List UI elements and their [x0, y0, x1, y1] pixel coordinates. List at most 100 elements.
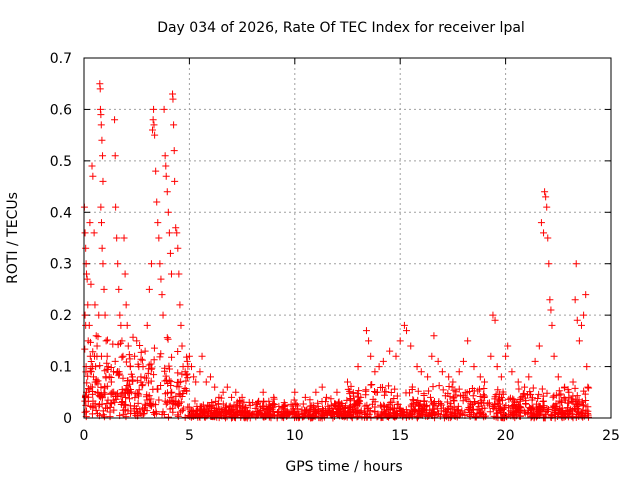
data-point — [89, 172, 97, 180]
axis-ticks — [83, 57, 612, 419]
data-point — [426, 393, 434, 401]
data-point — [582, 291, 590, 299]
data-point — [365, 337, 373, 345]
data-point — [177, 378, 185, 386]
data-point — [547, 306, 555, 314]
data-point — [178, 392, 186, 400]
data-point — [407, 342, 415, 350]
data-point — [130, 402, 138, 410]
y-tick-label: 0.3 — [50, 257, 72, 273]
data-point — [409, 396, 417, 404]
data-point — [264, 409, 272, 417]
data-point — [535, 390, 543, 398]
data-point — [491, 395, 499, 403]
data-point — [375, 363, 383, 371]
data-point — [128, 376, 136, 384]
y-tick-label: 0 — [63, 411, 72, 427]
data-point — [134, 360, 142, 368]
data-point — [82, 244, 90, 252]
data-point — [373, 413, 381, 421]
data-point — [454, 406, 462, 414]
data-point — [273, 412, 281, 420]
data-point — [163, 334, 171, 342]
data-point — [505, 395, 513, 403]
data-point — [184, 362, 192, 370]
data-point — [141, 374, 149, 382]
data-point — [493, 409, 501, 417]
data-point — [493, 363, 501, 371]
data-point — [121, 270, 129, 278]
data-point — [168, 353, 176, 361]
data-point — [174, 411, 182, 419]
data-point — [210, 412, 218, 420]
data-point — [121, 406, 129, 414]
data-point — [122, 358, 130, 366]
data-point — [435, 382, 443, 390]
data-point — [431, 410, 439, 418]
data-point — [413, 363, 421, 371]
data-point — [463, 395, 471, 403]
data-point — [260, 398, 268, 406]
data-point — [138, 356, 146, 364]
data-point — [99, 152, 107, 160]
data-point — [206, 373, 214, 381]
data-point — [549, 393, 557, 401]
data-point — [134, 399, 142, 407]
data-point — [89, 362, 97, 370]
data-point — [222, 408, 230, 416]
data-point — [491, 316, 499, 324]
data-point — [154, 219, 162, 227]
data-point — [104, 365, 112, 373]
data-point — [94, 333, 102, 341]
data-point — [554, 413, 562, 421]
data-point — [89, 402, 97, 410]
data-point — [361, 402, 369, 410]
data-point — [174, 244, 182, 252]
y-tick-label: 0.4 — [50, 205, 72, 221]
data-point — [283, 412, 291, 420]
data-point — [97, 352, 105, 360]
data-point — [171, 177, 179, 185]
data-point — [584, 383, 592, 391]
data-point — [516, 395, 524, 403]
data-point — [98, 400, 106, 408]
data-point — [371, 368, 379, 376]
data-point — [114, 260, 122, 268]
data-point — [270, 407, 278, 415]
data-point — [555, 391, 563, 399]
data-point — [298, 408, 306, 416]
data-point — [122, 385, 130, 393]
data-point — [97, 391, 105, 399]
data-point — [492, 406, 500, 414]
data-point — [494, 386, 502, 394]
data-point — [119, 352, 127, 360]
data-point — [208, 407, 216, 415]
data-point — [302, 406, 310, 414]
data-point — [118, 386, 126, 394]
data-point — [270, 395, 278, 403]
data-point — [479, 410, 487, 418]
data-point — [137, 348, 145, 356]
data-point — [563, 404, 571, 412]
data-point — [508, 368, 516, 376]
data-point — [236, 408, 244, 416]
data-point — [99, 177, 107, 185]
data-point — [449, 378, 457, 386]
data-point — [508, 408, 516, 416]
data-point — [223, 383, 231, 391]
data-point — [347, 402, 355, 410]
data-point — [336, 410, 344, 418]
data-point — [126, 380, 134, 388]
data-point — [585, 384, 593, 392]
data-point — [396, 404, 404, 412]
data-point — [306, 402, 314, 410]
data-point — [85, 321, 93, 329]
data-point — [115, 371, 123, 379]
data-point — [350, 392, 358, 400]
data-point — [527, 405, 535, 413]
data-point — [174, 412, 182, 420]
data-point — [150, 344, 158, 352]
tick-labels: 0 5 10 15 20 25 0 0.1 0.2 0.3 0.4 0.5 0.6 0.7 — [50, 51, 620, 444]
data-point — [110, 406, 118, 414]
data-point — [582, 406, 590, 414]
